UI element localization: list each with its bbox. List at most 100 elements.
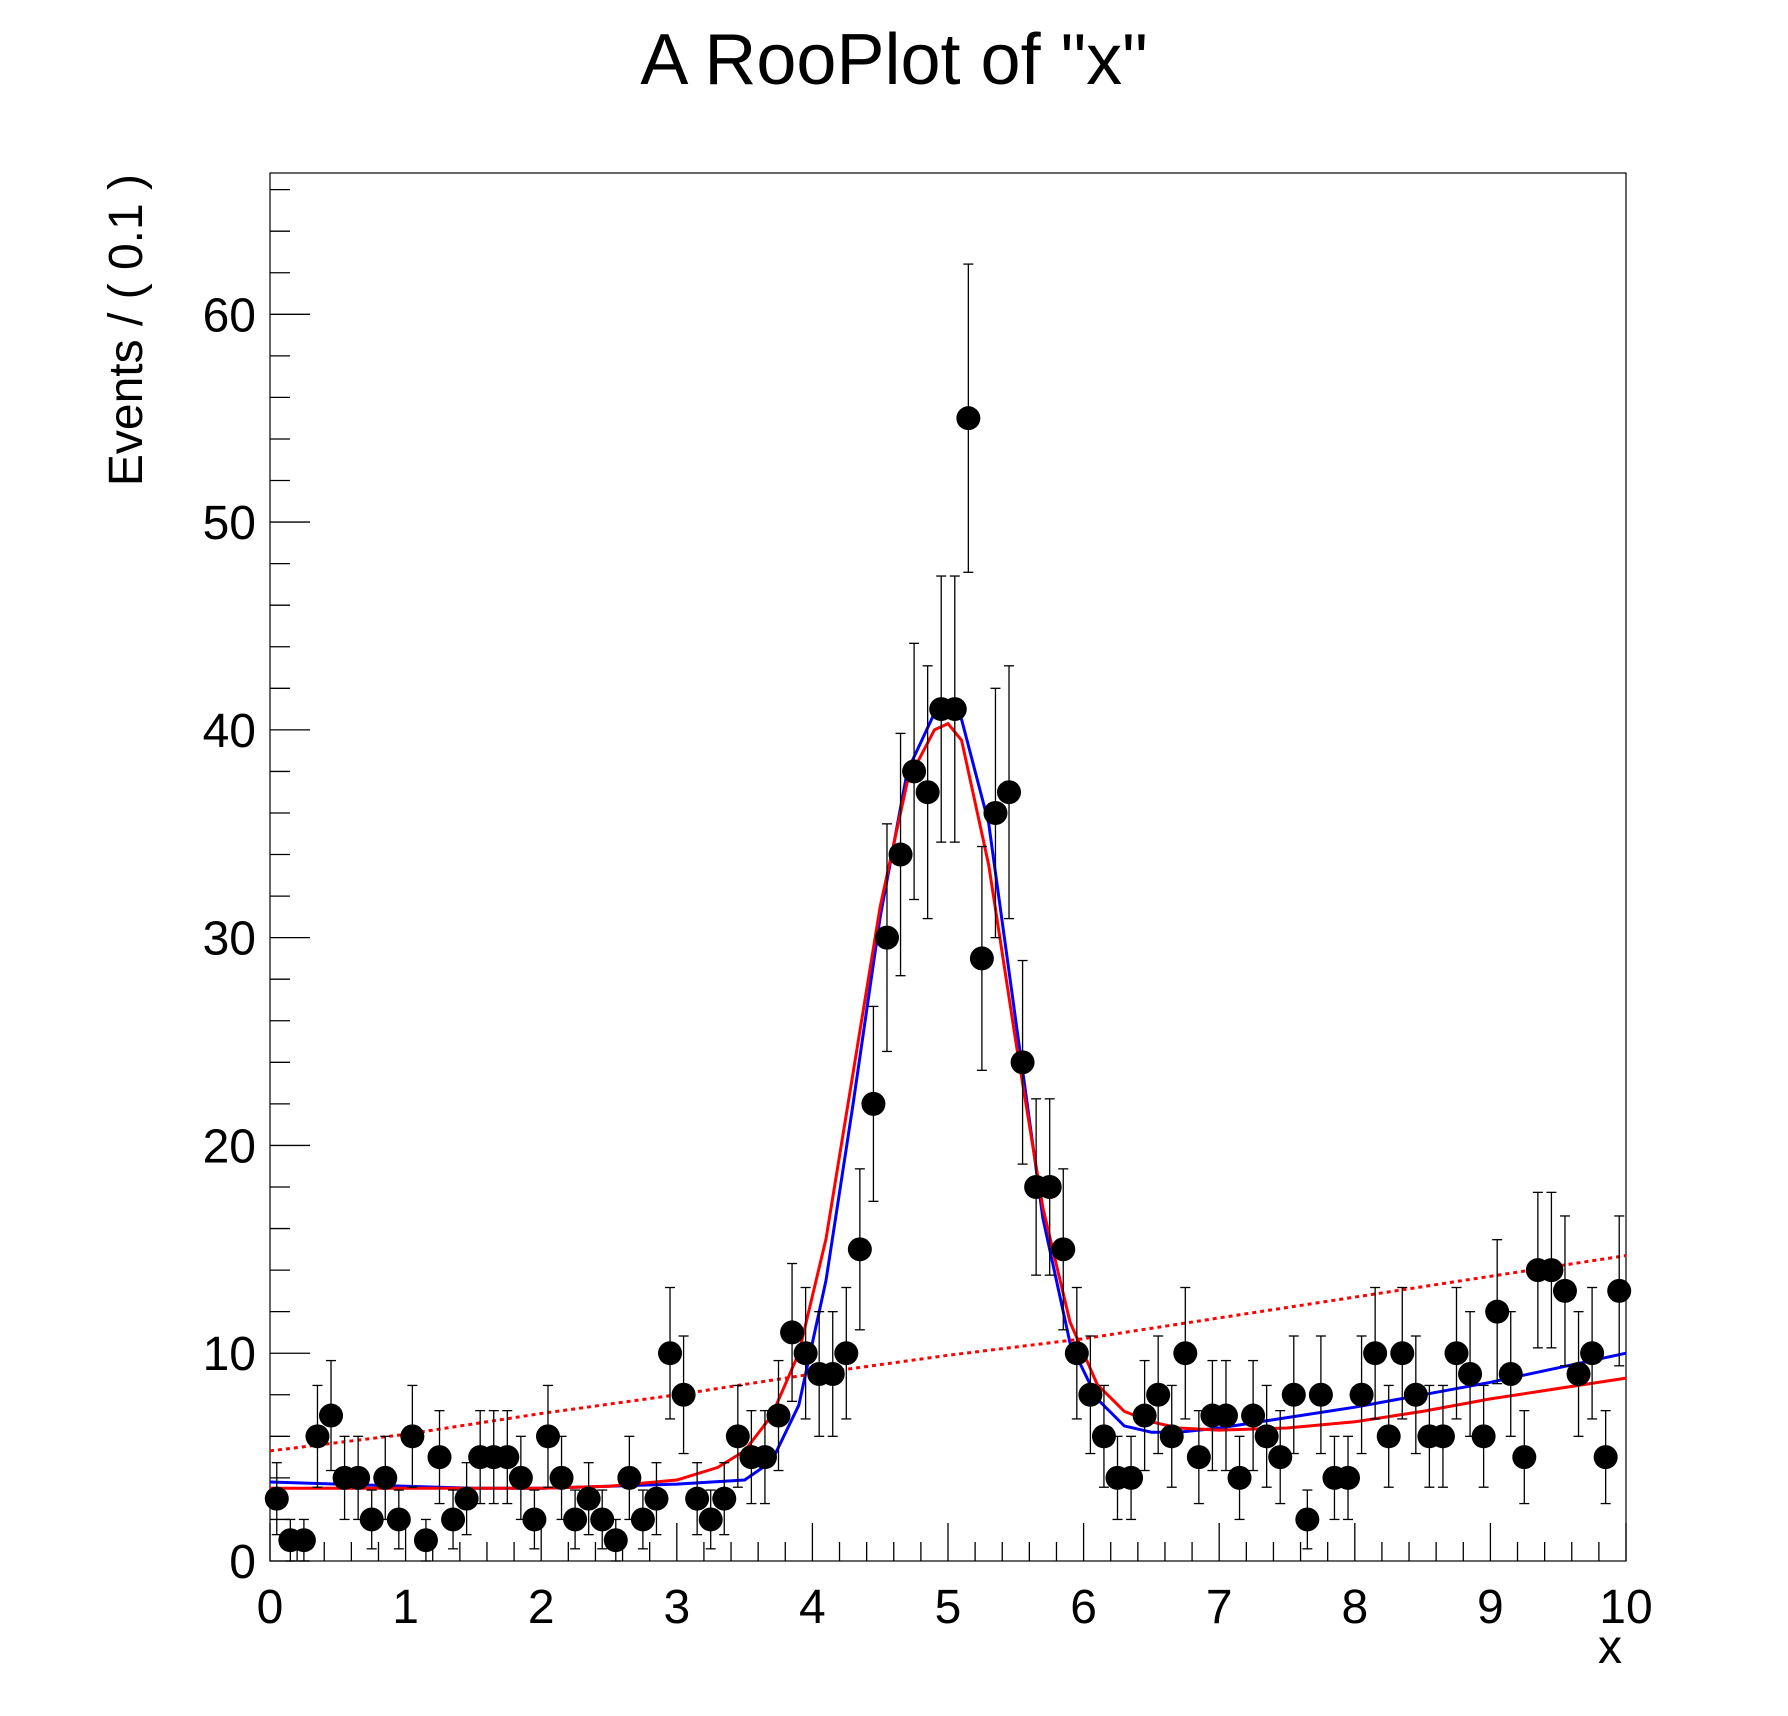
data-marker: [1390, 1341, 1415, 1366]
data-marker: [874, 925, 899, 950]
data-point: [346, 1435, 371, 1521]
data-marker: [291, 1528, 316, 1553]
data-marker: [644, 1486, 669, 1511]
data-marker: [1403, 1382, 1428, 1407]
data-marker: [1295, 1507, 1320, 1532]
data-marker: [1091, 1424, 1116, 1449]
data-marker: [1593, 1445, 1618, 1470]
axis-ticks: [269, 188, 1627, 1562]
data-point: [1010, 959, 1035, 1165]
data-point: [535, 1384, 560, 1488]
data-marker: [1241, 1403, 1266, 1428]
data-point: [874, 823, 899, 1053]
data-marker: [1078, 1382, 1103, 1407]
chart-title: A RooPlot of "x": [640, 20, 1147, 100]
data-point: [1146, 1335, 1171, 1455]
y-tick-label: 20: [203, 1120, 256, 1173]
x-tick-label: 0: [257, 1581, 284, 1634]
data-marker: [603, 1528, 628, 1553]
data-marker: [685, 1486, 710, 1511]
data-marker: [861, 1091, 886, 1116]
x-tick-label: 1: [392, 1581, 419, 1634]
data-marker: [766, 1403, 791, 1428]
fit-curves: [269, 707, 1627, 1490]
data-marker: [1119, 1465, 1144, 1490]
data-marker: [1458, 1361, 1483, 1386]
data-point: [820, 1311, 845, 1437]
data-marker: [956, 406, 981, 431]
data-point: [1376, 1384, 1401, 1488]
data-point: [291, 1518, 316, 1562]
fit-curve-blue: [269, 707, 1627, 1490]
data-point: [603, 1518, 628, 1562]
data-point: [617, 1435, 642, 1521]
data-marker: [1010, 1050, 1035, 1075]
data-marker: [630, 1507, 655, 1532]
data-marker: [535, 1424, 560, 1449]
data-point: [1159, 1384, 1184, 1488]
data-point: [752, 1409, 777, 1505]
plot-frame: [269, 172, 1627, 1562]
data-point: [1037, 1098, 1062, 1276]
data-marker: [1051, 1237, 1076, 1262]
data-point: [1268, 1409, 1293, 1505]
data-marker: [1268, 1445, 1293, 1470]
data-marker: [1607, 1278, 1632, 1303]
data-point: [630, 1489, 655, 1550]
data-marker: [1349, 1382, 1374, 1407]
data-marker: [1444, 1341, 1469, 1366]
data-marker: [264, 1486, 289, 1511]
data-point: [1593, 1409, 1618, 1505]
x-tick-label: 5: [935, 1581, 962, 1634]
data-point: [942, 575, 967, 843]
data-point: [685, 1462, 710, 1536]
data-point: [1485, 1239, 1510, 1385]
y-axis-title: Events / ( 0.1 ): [100, 174, 153, 486]
data-marker: [902, 759, 927, 784]
data-point: [386, 1489, 411, 1550]
data-marker: [590, 1507, 615, 1532]
data-marker: [359, 1507, 384, 1532]
data-marker: [1186, 1445, 1211, 1470]
x-tick-label: 4: [799, 1581, 826, 1634]
data-point: [644, 1462, 669, 1536]
data-point: [1227, 1435, 1252, 1521]
fit-curve-red: [270, 721, 1627, 1490]
data-marker: [576, 1486, 601, 1511]
data-marker: [1512, 1445, 1537, 1470]
data-point: [1186, 1409, 1211, 1505]
data-point: [1458, 1311, 1483, 1437]
data-marker: [413, 1528, 438, 1553]
y-tick-labels: 0 10 20 30 40 50 60: [203, 289, 256, 1589]
data-marker: [373, 1465, 398, 1490]
data-point: [834, 1286, 859, 1420]
data-point: [902, 642, 927, 901]
data-marker: [888, 842, 913, 867]
data-marker: [725, 1424, 750, 1449]
data-point: [1539, 1191, 1564, 1349]
data-marker: [847, 1237, 872, 1262]
data-marker: [834, 1341, 859, 1366]
data-marker: [386, 1507, 411, 1532]
data-point: [1512, 1409, 1537, 1505]
data-marker: [1281, 1382, 1306, 1407]
data-point: [1390, 1286, 1415, 1420]
plot-frame-rect: [269, 172, 1627, 1562]
data-marker: [1308, 1382, 1333, 1407]
data-point: [1566, 1311, 1591, 1437]
data-marker: [1580, 1341, 1605, 1366]
x-tick-labels: 0 1 2 3 4 5 6 7 8 9 10: [257, 1581, 1653, 1634]
data-marker: [427, 1445, 452, 1470]
data-point: [861, 1005, 886, 1202]
data-marker: [820, 1361, 845, 1386]
y-tick-label: 40: [203, 705, 256, 758]
data-marker: [1363, 1341, 1388, 1366]
x-tick-label: 9: [1477, 1581, 1504, 1634]
data-point: [1349, 1335, 1374, 1455]
data-marker: [319, 1403, 344, 1428]
data-point: [1051, 1168, 1076, 1331]
data-point: [373, 1435, 398, 1521]
data-point: [1295, 1489, 1320, 1550]
data-point: [1444, 1286, 1469, 1420]
